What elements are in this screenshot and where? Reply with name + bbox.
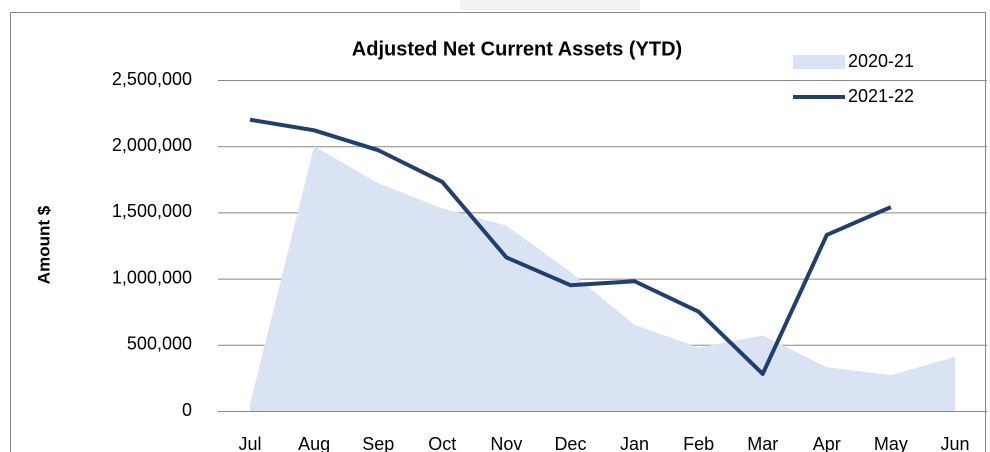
x-tick-label: Apr <box>813 434 841 452</box>
y-tick-label: 2,000,000 <box>112 135 192 155</box>
x-tick-label: Jul <box>239 434 262 452</box>
x-tick-label: Feb <box>683 434 714 452</box>
legend-label: 2020-21 <box>848 51 914 71</box>
legend-swatch <box>793 55 845 69</box>
y-axis-label: Amount $ <box>34 205 53 284</box>
y-tick-label: 1,500,000 <box>112 201 192 221</box>
legend-label: 2021-22 <box>848 86 914 106</box>
x-tick-label: Jan <box>620 434 649 452</box>
chart-frame <box>10 12 986 452</box>
line <box>249 117 892 376</box>
tab <box>460 0 640 10</box>
x-tick-label: Nov <box>490 434 522 452</box>
y-tick-label: 2,500,000 <box>112 69 192 89</box>
x-tick-label: May <box>874 434 908 452</box>
x-tick-label: Aug <box>298 434 330 452</box>
chart-title: Adjusted Net Current Assets (YTD) <box>352 38 682 60</box>
area <box>250 146 955 411</box>
y-tick-label: 1,000,000 <box>112 267 192 287</box>
x-tick-label: Jun <box>940 434 969 452</box>
x-tick-label: Dec <box>554 434 586 452</box>
y-tick-label: 0 <box>182 400 192 420</box>
y-tick-label: 500,000 <box>127 334 192 354</box>
marks <box>249 117 955 411</box>
x-tick-label: Sep <box>362 434 394 452</box>
x-tick-label: Mar <box>747 434 778 452</box>
x-tick-label: Oct <box>428 434 456 452</box>
